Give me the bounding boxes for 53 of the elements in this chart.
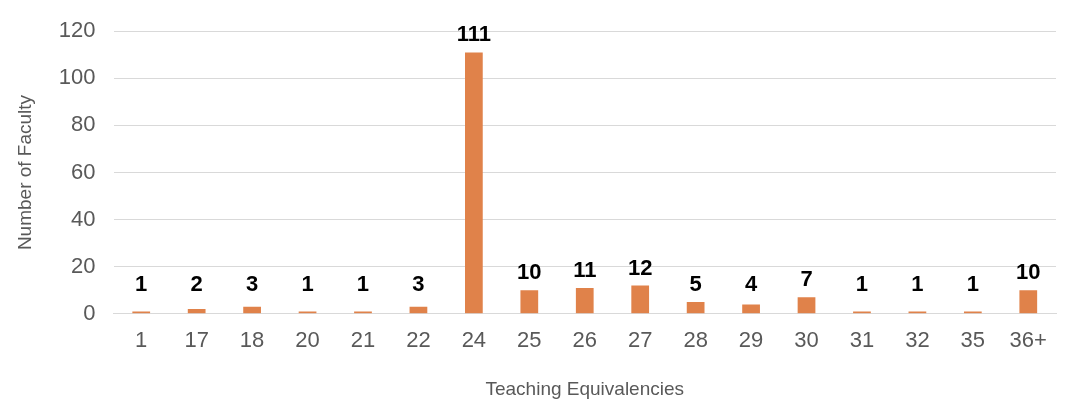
data-label: 3	[245, 270, 259, 296]
bar	[187, 309, 206, 314]
data-label: 7	[800, 266, 813, 292]
x-tick-label: 32	[905, 327, 930, 353]
x-tick-label: 31	[849, 327, 875, 353]
bar	[742, 304, 760, 314]
x-tick-label: 30	[794, 327, 819, 353]
x-tick-label: 29	[738, 327, 764, 353]
bar	[465, 52, 483, 314]
data-label: 1	[356, 270, 370, 296]
x-tick-label: 21	[350, 327, 376, 353]
data-label: 3	[412, 270, 425, 296]
y-tick-label: 0	[83, 299, 96, 325]
data-label: 2	[190, 270, 203, 296]
bar	[520, 290, 539, 314]
data-label: 1	[135, 270, 148, 296]
data-label: 4	[744, 270, 758, 296]
x-tick-label: 1	[135, 327, 148, 353]
bar	[243, 306, 261, 314]
data-label: 1	[301, 270, 314, 296]
data-label: 1	[911, 270, 924, 296]
data-label: 111	[456, 21, 492, 47]
y-tick-label: 100	[58, 64, 96, 90]
y-tick-label: 120	[58, 17, 96, 43]
bar	[1019, 290, 1038, 314]
y-tick-label: 80	[71, 111, 96, 137]
data-label: 11	[573, 256, 597, 282]
y-axis-title: Number of Faculty	[13, 94, 35, 251]
x-tick-label: 28	[683, 327, 708, 353]
x-tick-label: 18	[239, 327, 265, 353]
bar	[797, 297, 816, 314]
x-tick-label: 27	[627, 327, 653, 353]
x-tick-label: 36+	[1009, 327, 1047, 353]
y-tick-label: 60	[71, 158, 96, 184]
data-label: 10	[517, 259, 542, 285]
x-tick-label: 25	[517, 327, 542, 353]
x-tick-label: 20	[295, 327, 320, 353]
data-label: 5	[689, 270, 702, 296]
data-label: 1	[855, 270, 869, 296]
x-tick-label: 22	[406, 327, 431, 353]
data-label: 1	[966, 270, 979, 296]
data-label: 12	[627, 254, 653, 280]
bar	[686, 302, 705, 314]
bar	[575, 287, 594, 314]
x-axis-title: Teaching Equivalencies	[485, 377, 685, 399]
x-tick-label: 17	[184, 327, 209, 353]
x-tick-label: 26	[572, 327, 597, 353]
x-tick-label: 35	[960, 327, 986, 353]
y-tick-label: 20	[71, 252, 96, 278]
y-tick-label: 40	[71, 205, 96, 231]
data-label: 10	[1016, 259, 1041, 285]
x-tick-label: 24	[461, 327, 487, 353]
bar	[631, 285, 650, 314]
